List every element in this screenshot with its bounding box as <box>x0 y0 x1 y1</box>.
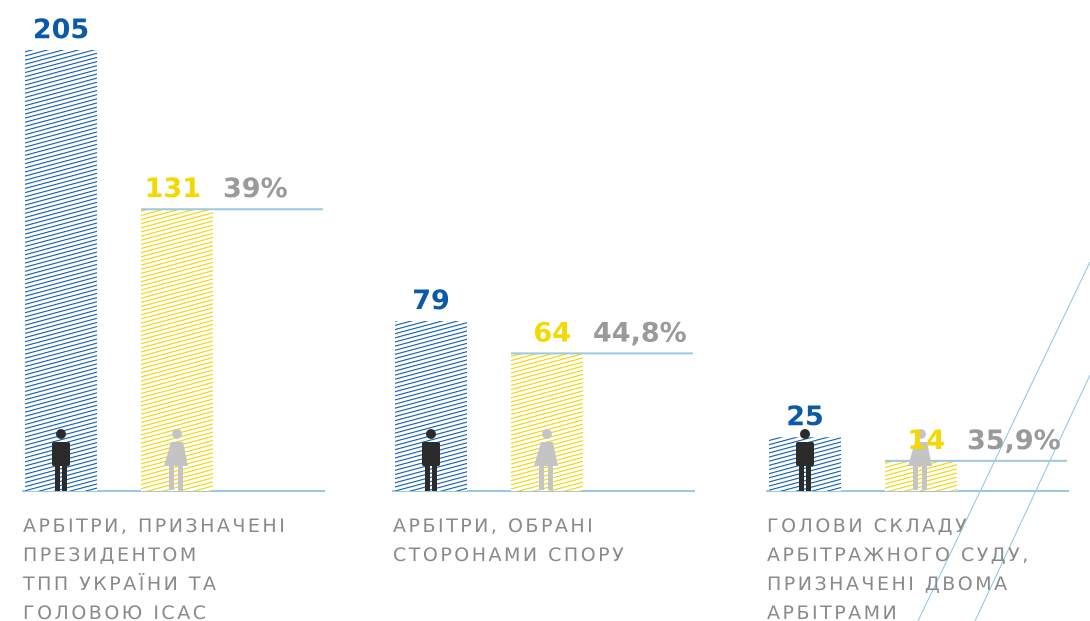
female-icon <box>908 429 932 490</box>
category-label: АРБІТРАЖНОГО СУДУ, <box>767 544 1031 566</box>
category-label: ГОЛОВОЮ ІСАС <box>23 602 208 621</box>
bar <box>511 353 583 491</box>
category-label: ГОЛОВИ СКЛАДУ <box>767 515 969 537</box>
icon-head <box>916 429 926 439</box>
value-label: 79 <box>412 285 450 316</box>
icon-leg <box>799 465 804 491</box>
share-label: 44,8% <box>593 317 687 348</box>
male-icon <box>52 429 70 491</box>
category-label: ПРЕЗИДЕНТОМ <box>23 544 199 566</box>
category-label: ТПП УКРАЇНИ ТА <box>22 572 219 595</box>
value-label: 64 <box>533 317 571 348</box>
male-icon <box>422 429 440 491</box>
icon-leg <box>432 465 437 491</box>
male-icon <box>796 429 814 491</box>
icon-leg <box>62 465 67 491</box>
value-label: 205 <box>33 14 89 45</box>
share-label: 39% <box>223 173 288 204</box>
icon-body <box>534 442 558 490</box>
icon-head <box>542 429 552 439</box>
category-label: СТОРОНАМИ СПОРУ <box>393 544 626 566</box>
icon-leg <box>425 465 430 491</box>
category-label: АРБІТРИ, ОБРАНІ <box>393 515 595 537</box>
icon-body <box>908 442 932 490</box>
icon-body <box>422 442 440 466</box>
bar <box>25 50 97 491</box>
icon-body <box>164 442 188 490</box>
deco-line <box>974 374 1090 621</box>
value-label: 25 <box>786 401 824 432</box>
female-icon <box>164 429 188 490</box>
icon-head <box>56 429 66 439</box>
share-label: 35,9% <box>967 425 1061 456</box>
icon-leg <box>55 465 60 491</box>
icon-body <box>52 442 70 466</box>
icon-head <box>172 429 182 439</box>
category-label: АРБІТРАМИ <box>767 602 899 621</box>
icon-leg <box>806 465 811 491</box>
category-label: ПРИЗНАЧЕНІ ДВОМА <box>767 573 1010 595</box>
icon-head <box>800 429 810 439</box>
icon-head <box>426 429 436 439</box>
icon-body <box>796 442 814 466</box>
category-label: АРБІТРИ, ПРИЗНАЧЕНІ <box>23 515 287 537</box>
female-icon <box>534 429 558 490</box>
value-label: 131 <box>145 173 201 204</box>
deco-line <box>917 261 1090 621</box>
value-label: 14 <box>907 425 945 456</box>
